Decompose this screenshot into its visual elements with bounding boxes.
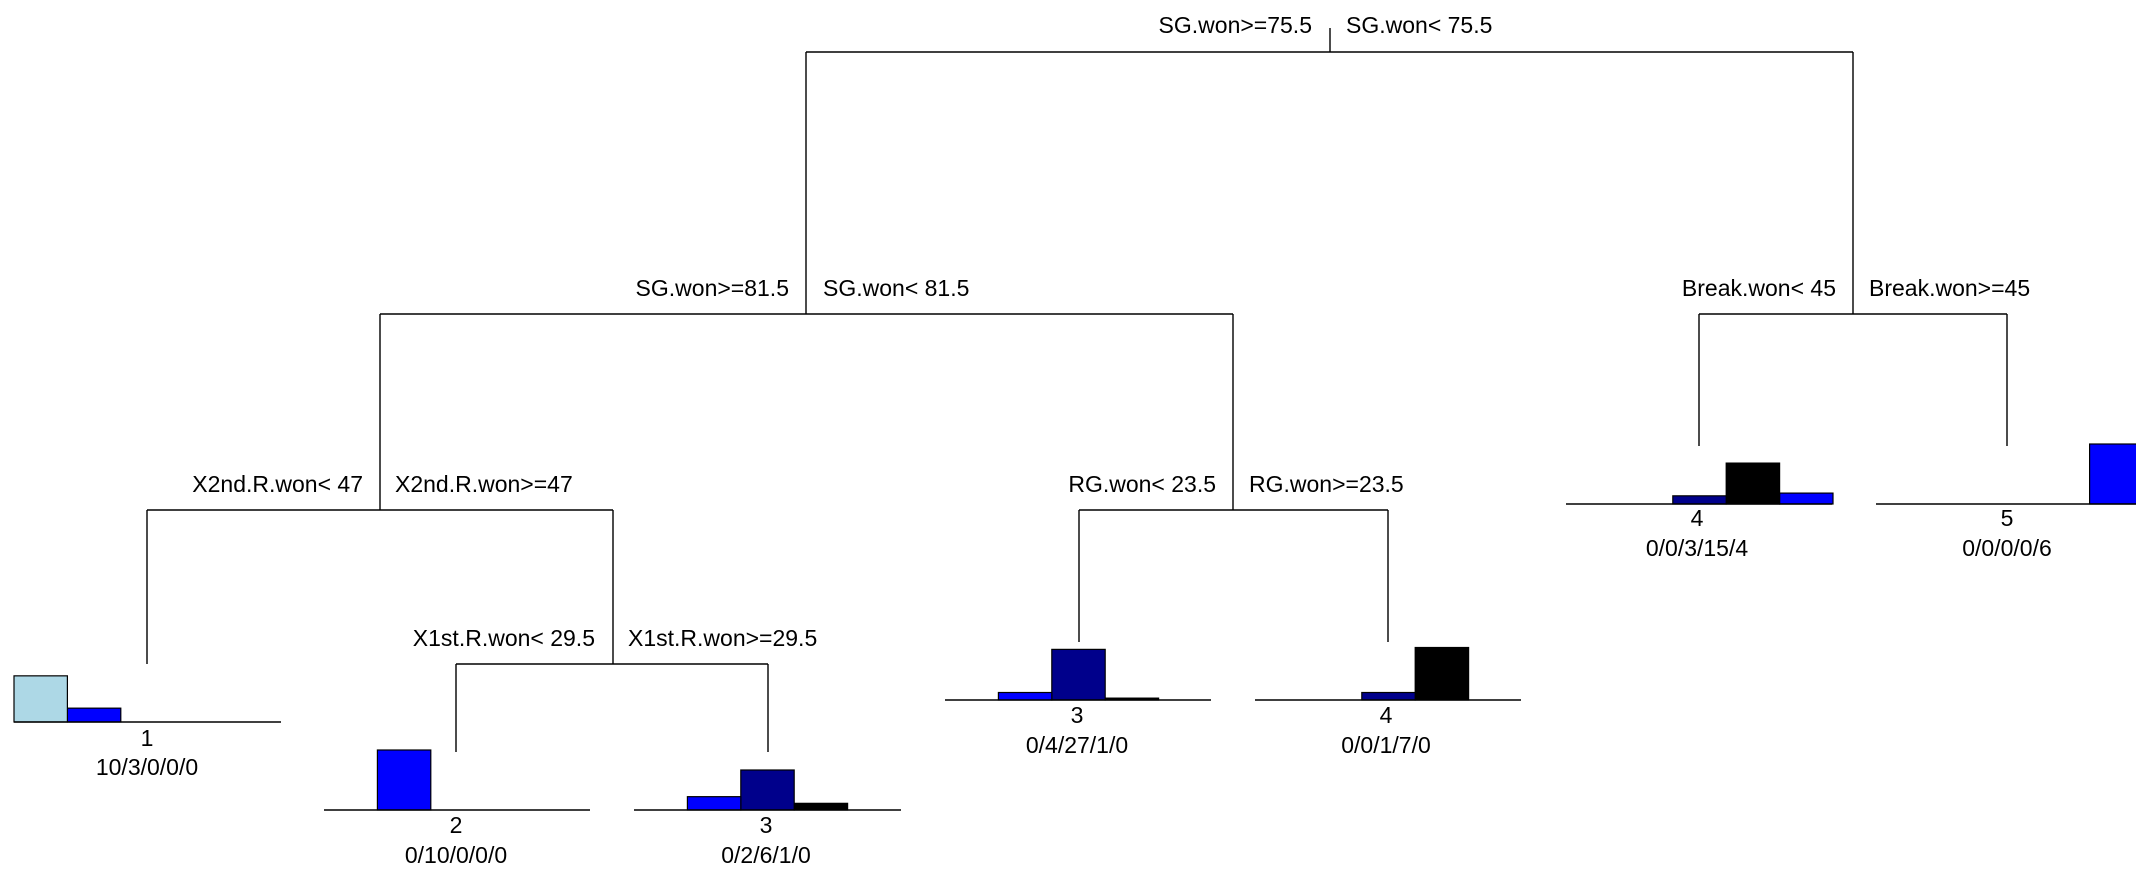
split-n2-right-label: SG.won< 81.5 (823, 275, 969, 301)
split-root-left-label: SG.won>=75.5 (1159, 12, 1312, 38)
leaf-histogram-bar (687, 797, 740, 810)
leaf-class-label: 3 (760, 812, 773, 838)
leaf-class-label: 4 (1380, 702, 1393, 728)
leaf-counts-label: 10/3/0/0/0 (96, 754, 198, 780)
split-n5-left-label: RG.won< 23.5 (1068, 471, 1216, 497)
leaf-class-label: 2 (450, 812, 463, 838)
split-n5-right-label: RG.won>=23.5 (1249, 471, 1404, 497)
split-root-right-label: SG.won< 75.5 (1346, 12, 1492, 38)
leaf-counts-label: 0/2/6/1/0 (721, 842, 811, 868)
leaf-nodes: 1 10/3/0/0/0 2 0/10/0/0/0 3 0/2/6/1/0 3 … (14, 444, 2136, 868)
split-n4-right-label: X2nd.R.won>=47 (395, 471, 573, 497)
leaf-histogram-bar (2090, 444, 2136, 504)
leaf-node: 3 0/2/6/1/0 (634, 770, 901, 868)
leaf-class-label: 1 (141, 725, 154, 751)
leaf-histogram-bar (1362, 693, 1415, 701)
leaf-class-label: 3 (1071, 702, 1084, 728)
leaf-node: 4 0/0/3/15/4 (1566, 463, 1833, 561)
split-n4-left-label: X2nd.R.won< 47 (192, 471, 363, 497)
leaf-node: 3 0/4/27/1/0 (945, 649, 1211, 758)
split-n3-left-label: Break.won< 45 (1682, 275, 1836, 301)
leaf-histogram-bar (998, 693, 1051, 701)
leaf-histogram-bar (377, 750, 430, 810)
split-n3-right-label: Break.won>=45 (1869, 275, 2030, 301)
leaf-class-label: 5 (2001, 505, 2014, 531)
leaf-counts-label: 0/0/0/0/6 (1962, 535, 2052, 561)
leaf-node: 2 0/10/0/0/0 (324, 750, 590, 868)
leaf-counts-label: 0/0/3/15/4 (1646, 535, 1749, 561)
leaf-counts-label: 0/10/0/0/0 (405, 842, 507, 868)
leaf-histogram-bar (1726, 463, 1779, 504)
leaf-node: 4 0/0/1/7/0 (1255, 648, 1521, 759)
leaf-histogram-bar (794, 803, 847, 810)
split-n2-left-label: SG.won>=81.5 (636, 275, 789, 301)
leaf-node: 5 0/0/0/0/6 (1876, 444, 2136, 561)
leaf-histogram-bar (14, 676, 67, 722)
split-n9-right-label: X1st.R.won>=29.5 (628, 625, 817, 651)
leaf-node: 1 10/3/0/0/0 (14, 676, 281, 780)
leaf-counts-label: 0/4/27/1/0 (1026, 732, 1128, 758)
leaf-histogram-bar (741, 770, 794, 810)
leaf-histogram-bar (67, 708, 120, 722)
leaf-histogram-bar (1673, 496, 1726, 504)
leaf-histogram-bar (1052, 649, 1105, 700)
leaf-histogram-bar (1415, 648, 1468, 701)
leaf-histogram-bar (1780, 493, 1833, 504)
leaf-counts-label: 0/0/1/7/0 (1341, 732, 1431, 758)
split-labels: SG.won>=75.5 SG.won< 75.5 SG.won>=81.5 S… (192, 12, 2030, 651)
leaf-class-label: 4 (1691, 505, 1704, 531)
split-n9-left-label: X1st.R.won< 29.5 (413, 625, 595, 651)
